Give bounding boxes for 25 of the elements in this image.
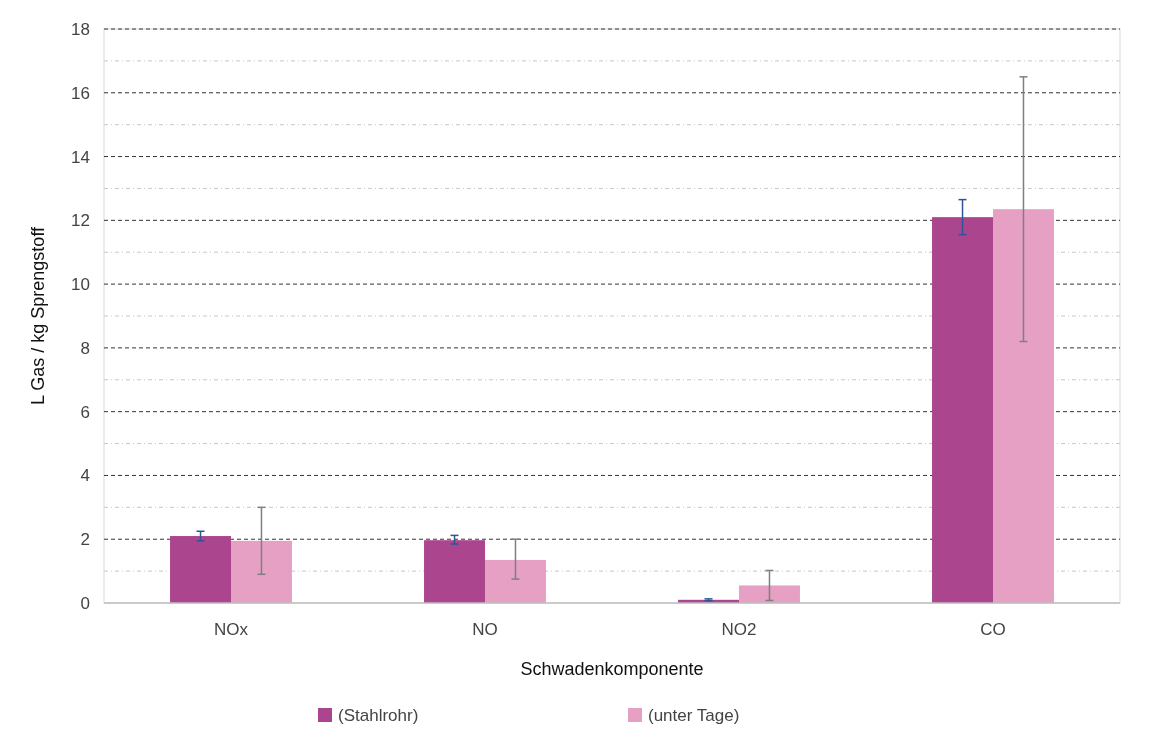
y-tick-label: 8 [80,338,90,358]
y-axis-title: L Gas / kg Sprengstoff [28,225,48,406]
x-tick-label: NO [472,620,498,639]
x-tick-label: CO [980,620,1006,639]
y-tick-label: 18 [71,19,90,39]
x-tick-label: NOx [214,620,249,639]
x-axis-title: Schwadenkomponente [520,659,704,679]
y-tick-label: 6 [80,402,90,422]
bar [932,217,993,603]
y-tick-label: 16 [71,83,90,103]
bar [485,559,546,603]
bar [424,540,485,603]
y-tick-label: 12 [71,211,90,231]
bar [231,540,292,603]
legend-label: (Stahlrohr) [338,706,419,725]
y-tick-label: 10 [71,275,90,295]
legend-label: (unter Tage) [648,706,740,725]
bar [170,536,231,603]
bar [739,585,800,603]
y-tick-label: 14 [71,147,90,167]
y-tick-label: 2 [80,530,90,550]
x-tick-label: NO2 [721,620,757,639]
y-tick-label: 4 [80,466,90,486]
bar [993,209,1054,603]
y-tick-label: 0 [80,593,90,613]
